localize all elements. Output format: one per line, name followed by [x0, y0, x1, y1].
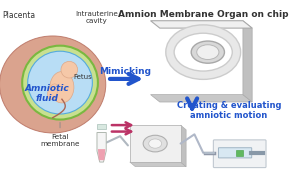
Text: Mimicking: Mimicking	[100, 67, 152, 76]
Ellipse shape	[197, 45, 219, 60]
Polygon shape	[151, 21, 252, 28]
Text: Amniotic
fluid: Amniotic fluid	[25, 84, 70, 103]
Bar	[97, 124, 106, 129]
Text: Amnion Membrane Organ on chip: Amnion Membrane Organ on chip	[118, 10, 289, 19]
Ellipse shape	[47, 84, 58, 100]
Ellipse shape	[191, 41, 224, 63]
Text: Fetus: Fetus	[73, 74, 92, 80]
Text: Fetal
membrane: Fetal membrane	[40, 134, 80, 147]
Circle shape	[61, 61, 78, 78]
Polygon shape	[151, 95, 252, 102]
Polygon shape	[181, 125, 186, 167]
Ellipse shape	[143, 135, 167, 152]
Ellipse shape	[149, 139, 162, 148]
Polygon shape	[243, 21, 252, 102]
FancyBboxPatch shape	[213, 140, 266, 168]
Ellipse shape	[22, 46, 98, 120]
FancyBboxPatch shape	[218, 148, 252, 158]
Ellipse shape	[50, 71, 74, 103]
Polygon shape	[98, 149, 105, 160]
Ellipse shape	[0, 36, 106, 133]
Polygon shape	[97, 132, 106, 162]
Ellipse shape	[28, 51, 92, 114]
Polygon shape	[130, 162, 186, 167]
Polygon shape	[130, 125, 181, 162]
Text: Creating & evaluating
amniotic motion: Creating & evaluating amniotic motion	[177, 101, 281, 120]
Bar	[236, 150, 243, 156]
Text: Placenta: Placenta	[2, 11, 35, 20]
Text: Intrauterine
cavity: Intrauterine cavity	[76, 12, 118, 24]
